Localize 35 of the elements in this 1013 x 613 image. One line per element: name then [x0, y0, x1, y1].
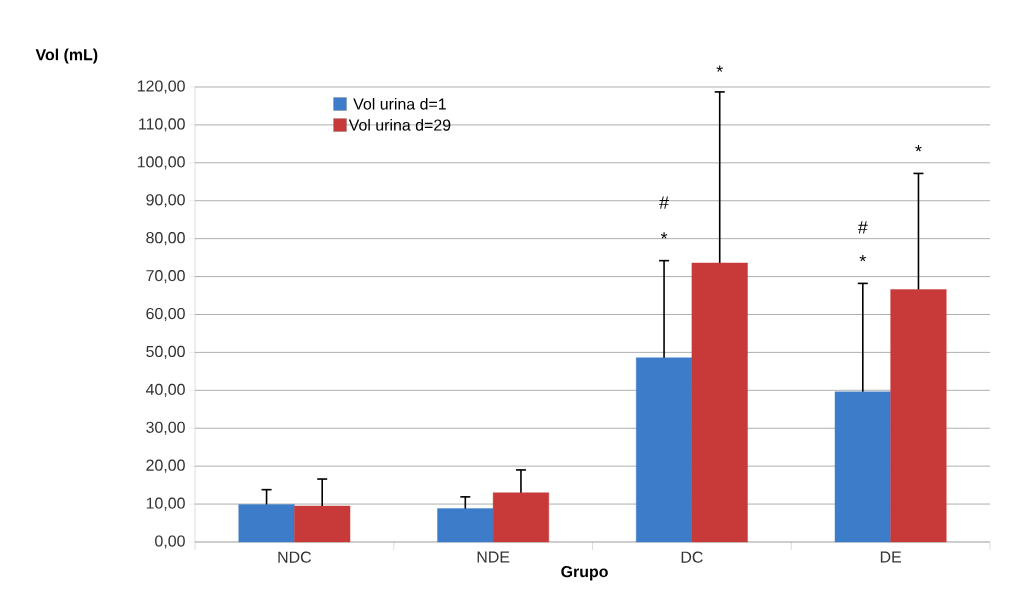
y-tick-label: 70,00 — [146, 269, 185, 284]
y-tick-label: 30,00 — [146, 421, 185, 435]
x-tick-label: NDC — [278, 551, 312, 563]
annotation: * — [660, 232, 668, 239]
bar — [294, 505, 351, 543]
bar — [834, 391, 891, 543]
y-tick-label: 90,00 — [146, 194, 185, 208]
annotation: # — [659, 196, 669, 209]
y-tick-label: 100,00 — [137, 156, 185, 170]
legend-label: Vol urina d=29 — [348, 119, 451, 131]
bar — [691, 262, 748, 543]
annotation: * — [915, 145, 922, 152]
x-tick-label: DE — [880, 551, 902, 563]
text: * — [716, 65, 723, 72]
y-tick-label: 20,00 — [146, 459, 185, 473]
y-tick-label: 10,00 — [146, 497, 185, 511]
y-tick-label: 40,00 — [145, 383, 185, 397]
bar — [437, 508, 494, 543]
x-axis-title: Grupo — [561, 565, 608, 581]
bar — [492, 492, 549, 543]
y-axis-title: Vol (mL) — [35, 48, 98, 64]
bar — [636, 357, 693, 543]
y-tick-label: 60,00 — [146, 307, 185, 322]
annotation: # — [857, 221, 868, 234]
y-tick-label: 120,00 — [137, 80, 185, 94]
bar — [890, 289, 947, 543]
y-tick-label: 80,00 — [146, 232, 185, 246]
y-tick-label: 50,00 — [146, 345, 185, 359]
y-tick-label: 0,00 — [155, 535, 185, 549]
bar — [238, 504, 295, 543]
legend-label: Vol urina d=1 — [353, 98, 446, 110]
x-tick-label: NDE — [477, 551, 510, 563]
x-tick-label: DC — [681, 551, 703, 563]
annotation: * — [859, 255, 867, 262]
y-tick-label: 110,00 — [139, 118, 185, 132]
